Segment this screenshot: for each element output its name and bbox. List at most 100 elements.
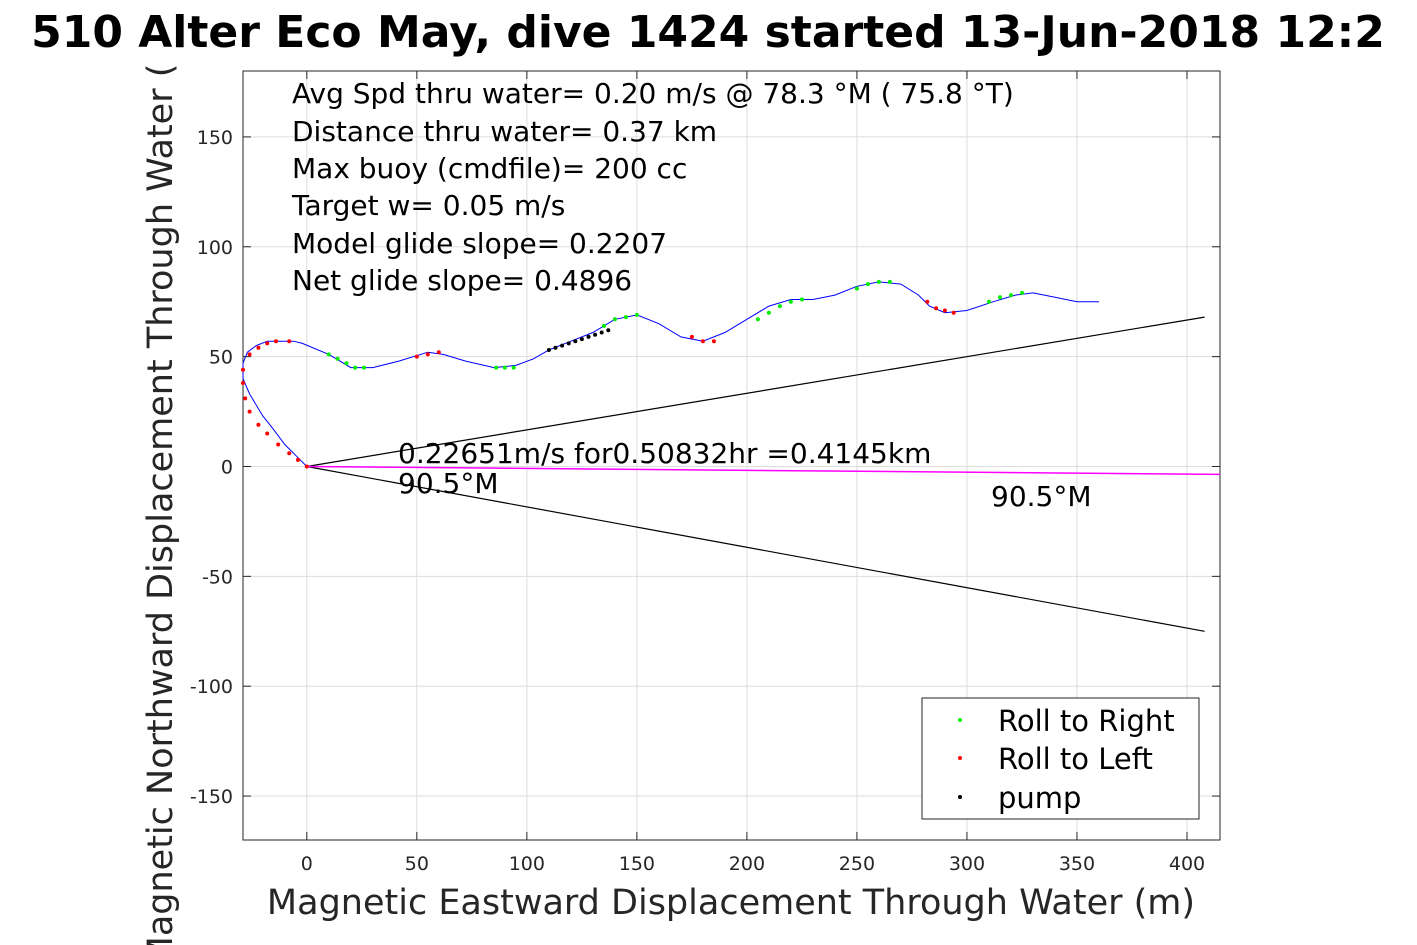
roll-to-right-point xyxy=(634,312,639,317)
x-tick-label: 200 xyxy=(729,853,765,875)
legend: Roll to Right Roll to Left pump xyxy=(921,697,1200,820)
roll-to-left-point xyxy=(243,396,248,401)
legend-marker-pump xyxy=(958,795,962,799)
roll-to-right-point xyxy=(511,365,516,370)
roll-to-right-point xyxy=(623,315,628,320)
roll-to-right-point xyxy=(494,365,499,370)
roll-to-right-point xyxy=(362,365,366,370)
cone-upper-line xyxy=(306,316,1205,468)
info-line: Max buoy (cmdfile)= 200 cc xyxy=(292,152,687,185)
current-line xyxy=(306,465,1221,476)
roll-to-left-point xyxy=(414,354,419,359)
roll-to-right-point xyxy=(987,299,991,304)
roll-to-left-point xyxy=(925,299,930,304)
roll-to-right-point xyxy=(612,317,617,322)
pump-point xyxy=(606,328,611,333)
roll-to-left-point xyxy=(700,339,705,344)
roll-to-right-point xyxy=(326,352,331,357)
roll-to-left-point xyxy=(942,308,947,313)
legend-marker-roll-right xyxy=(958,718,962,722)
roll-to-left-point xyxy=(247,352,252,357)
roll-to-left-point xyxy=(276,442,281,447)
grid xyxy=(243,71,1220,840)
cone-lower-line xyxy=(306,465,1205,632)
roll-to-right-point xyxy=(799,297,804,302)
roll-to-left-point xyxy=(425,352,430,357)
roll-to-right-point xyxy=(344,361,349,366)
roll-to-left-point xyxy=(951,310,956,315)
info-line: Avg Spd thru water= 0.20 m/s @ 78.3 °M (… xyxy=(292,77,1014,110)
pump-point xyxy=(560,343,565,348)
current-annotation: 0.22651m/s for0.50832hr =0.4145km xyxy=(398,437,931,470)
info-line: Model glide slope= 0.2207 xyxy=(292,227,667,260)
x-tick-label: 0 xyxy=(301,853,313,875)
roll-to-left-point xyxy=(436,350,441,355)
y-tick-label: -150 xyxy=(190,786,233,808)
pump-point xyxy=(593,332,598,337)
roll-to-right-point xyxy=(854,286,859,291)
roll-to-left-point xyxy=(287,451,292,456)
roll-to-left-point xyxy=(265,341,270,346)
roll-to-left-point xyxy=(256,345,261,350)
y-axis-label: Magnetic Northward Displacement Through … xyxy=(141,64,181,945)
chart-title: 510 Alter Eco May, dive 1424 started 13-… xyxy=(31,7,1385,58)
x-tick-label: 250 xyxy=(839,853,875,875)
x-tick-label: 150 xyxy=(619,853,655,875)
legend-box xyxy=(921,697,1200,820)
y-tick-label: 150 xyxy=(197,127,233,149)
info-line: Target w= 0.05 m/s xyxy=(291,189,565,222)
roll-to-right-point xyxy=(766,310,771,315)
axis-ticks: 0 50 100 150 200 250 300 350 400 -150 -100 -50 0 50 10… xyxy=(190,71,1220,875)
roll-to-left-point xyxy=(265,431,270,436)
roll-to-left-point xyxy=(241,381,245,385)
roll-to-right-point xyxy=(1020,290,1024,295)
roll-to-right-point xyxy=(755,317,760,322)
y-tick-label: -100 xyxy=(190,676,233,698)
cone-lines xyxy=(306,316,1205,632)
roll-to-right-point xyxy=(502,365,507,370)
roll-to-left-point xyxy=(711,339,716,344)
legend-label-pump: pump xyxy=(998,781,1081,815)
pump-point xyxy=(599,330,604,335)
roll-to-left-point xyxy=(296,457,300,462)
x-tick-label: 100 xyxy=(509,853,545,875)
x-tick-label: 50 xyxy=(405,853,429,875)
current-heading-label: 90.5°M xyxy=(398,467,499,500)
x-tick-label: 400 xyxy=(1169,853,1205,875)
roll-to-left-point xyxy=(304,464,309,469)
x-tick-label: 350 xyxy=(1059,853,1095,875)
plot-frame xyxy=(242,70,1221,841)
roll-markers xyxy=(241,279,1024,469)
pump-point xyxy=(546,348,551,352)
x-axis-label: Magnetic Eastward Displacement Through W… xyxy=(267,883,1195,923)
y-tick-label: 100 xyxy=(197,237,233,259)
legend-marker-roll-left xyxy=(958,756,962,760)
current-vector-line xyxy=(306,465,1221,476)
roll-to-right-point xyxy=(1009,293,1013,298)
roll-to-right-point xyxy=(353,365,358,370)
legend-label-roll-right: Roll to Right xyxy=(998,704,1175,738)
roll-to-right-point xyxy=(335,356,340,361)
roll-to-left-point xyxy=(247,409,252,414)
info-line: Net glide slope= 0.4896 xyxy=(292,264,632,297)
pump-point xyxy=(573,339,578,344)
roll-to-right-point xyxy=(777,304,782,309)
pump-point xyxy=(586,334,591,339)
roll-to-right-point xyxy=(998,295,1002,300)
roll-to-left-point xyxy=(256,422,261,427)
info-block: Avg Spd thru water= 0.20 m/s @ 78.3 °M (… xyxy=(291,77,1014,297)
roll-to-left-point xyxy=(287,339,292,344)
roll-to-left-point xyxy=(934,306,939,311)
roll-to-left-point xyxy=(274,339,278,344)
pump-point xyxy=(566,341,571,346)
y-tick-label: 50 xyxy=(209,347,233,369)
roll-to-left-point xyxy=(241,367,245,372)
pump-point xyxy=(579,337,584,342)
info-line: Distance thru water= 0.37 km xyxy=(292,115,717,148)
roll-to-right-point xyxy=(876,279,881,284)
roll-to-right-point xyxy=(601,323,606,328)
y-tick-label: 0 xyxy=(221,456,233,478)
roll-to-left-point xyxy=(689,334,694,339)
legend-label-roll-left: Roll to Left xyxy=(998,742,1153,776)
